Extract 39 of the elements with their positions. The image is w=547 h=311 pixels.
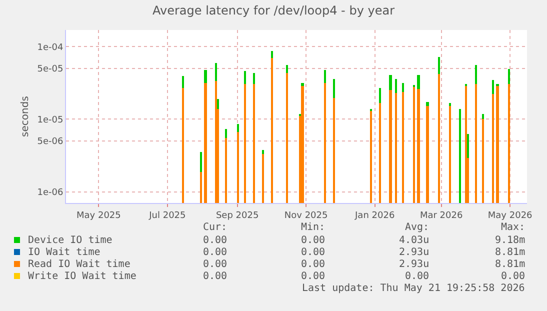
x-tick-label: Sep 2025 [216, 210, 259, 221]
text: 8.81m [495, 259, 526, 270]
y-tick-label: 1e-06 [37, 188, 64, 198]
text: Max: [501, 222, 526, 233]
y-tick-label: 5e-06 [37, 137, 64, 148]
text: 0.00 [203, 235, 228, 246]
chart-title: Average latency for /dev/loop4 - by year [152, 3, 395, 18]
text: 8.81m [495, 247, 526, 258]
text: 2.93u [399, 247, 430, 258]
x-tick-label: Jul 2025 [148, 210, 186, 221]
text: 0.00 [501, 271, 526, 282]
text: 0.00 [203, 271, 228, 282]
text: 0.00 [203, 259, 228, 270]
text: Avg: [405, 222, 430, 233]
text: Last update: Thu May 21 19:25:58 2026 [302, 283, 525, 294]
text: Min: [301, 222, 326, 233]
y-tick-label: 1e-05 [37, 115, 64, 126]
x-tick-label: Mar 2026 [420, 210, 463, 221]
text: Cur: [203, 222, 228, 233]
x-tick-label: May 2026 [488, 210, 533, 221]
legend-label: Read IO Wait time [28, 259, 130, 270]
x-tick-label: Jan 2026 [354, 210, 395, 221]
y-tick-label: 5e-05 [37, 64, 64, 75]
text: 2.93u [399, 259, 430, 270]
x-tick-label: Nov 2025 [284, 210, 328, 221]
text: 9.18m [495, 235, 526, 246]
legend-label: IO Wait time [28, 247, 100, 258]
legend-label: Device IO time [28, 235, 112, 246]
legend-label: Write IO Wait time [28, 271, 136, 282]
text: 0.00 [301, 235, 326, 246]
y-axis-title: seconds [20, 96, 32, 137]
text: 0.00 [405, 271, 430, 282]
text: 0.00 [203, 247, 228, 258]
text: 0.00 [301, 259, 326, 270]
text: 4.03u [399, 235, 430, 246]
x-tick-label: May 2025 [76, 210, 121, 221]
text: 0.00 [301, 247, 326, 258]
y-tick-label: 1e-04 [37, 42, 64, 53]
text: 0.00 [301, 271, 326, 282]
